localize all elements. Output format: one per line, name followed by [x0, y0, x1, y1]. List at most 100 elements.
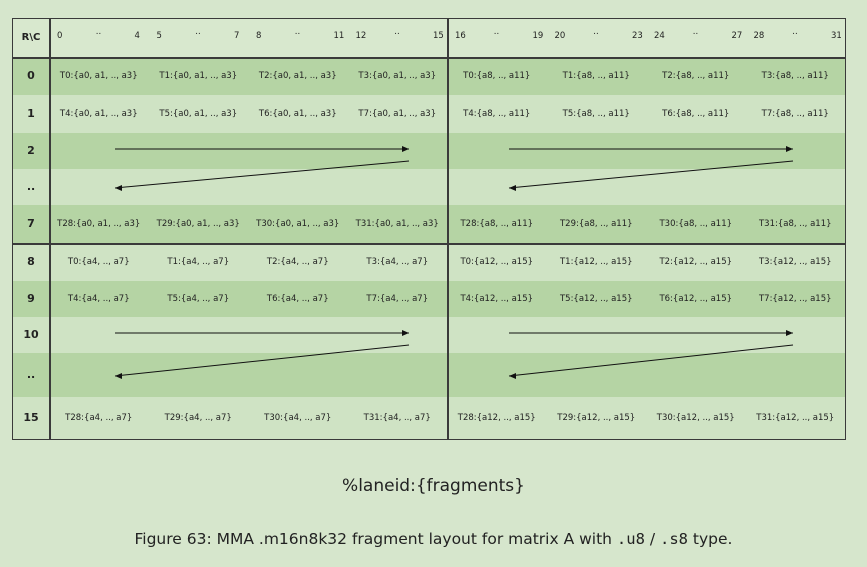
column-tick: 27: [731, 31, 743, 41]
arrow-line: [114, 160, 410, 189]
row-divider: [13, 57, 845, 59]
fragment-cell: T30:{a4, .., a7}: [264, 413, 332, 423]
fragment-cell: T4:{a8, .., a11}: [463, 109, 531, 119]
fragment-cell: T7:{a4, .., a7}: [366, 294, 429, 304]
column-tick: ..: [294, 27, 301, 37]
table-row: [13, 317, 845, 353]
fragment-cell: T2:{a12, .., a15}: [659, 257, 733, 267]
row-label: 15: [23, 411, 39, 424]
arrow-head: [509, 373, 516, 379]
row-label: 10: [23, 328, 39, 341]
fragment-cell: T7:{a12, .., a15}: [758, 294, 832, 304]
fragment-cell: T7:{a0, a1, .., a3}: [358, 109, 437, 119]
fragment-cell: T6:{a0, a1, .., a3}: [258, 109, 337, 119]
column-tick: 16: [455, 31, 466, 41]
arrow-head: [115, 185, 122, 191]
traversal-arrows: [114, 146, 794, 379]
row-label: 7: [27, 217, 35, 230]
fragment-cell: T28:{a0, a1, .., a3}: [57, 219, 141, 229]
caption-prefix: Figure 63: MMA .m16n8k32 fragment layout…: [134, 530, 617, 548]
fragment-cell: T1:{a0, a1, .., a3}: [159, 71, 238, 81]
fragment-cell: T29:{a12, .., a15}: [557, 413, 636, 423]
fragment-cell: T5:{a8, .., a11}: [562, 109, 630, 119]
arrow-head: [402, 330, 409, 336]
fragment-cell: T2:{a0, a1, .., a3}: [258, 71, 337, 81]
column-tick: ..: [692, 27, 699, 37]
fragment-cell: T4:{a0, a1, .., a3}: [59, 109, 138, 119]
fragment-cell: T6:{a8, .., a11}: [662, 109, 730, 119]
column-tick: 0: [57, 31, 63, 41]
table-row: [13, 353, 845, 397]
fragment-cell: T5:{a4, .., a7}: [167, 294, 230, 304]
column-tick: 20: [554, 31, 566, 41]
arrow-head: [786, 146, 793, 152]
arrow-line: [508, 160, 794, 189]
fragment-cell: T0:{a12, .., a15}: [460, 257, 534, 267]
column-tick: ..: [394, 27, 400, 37]
column-tick: ..: [593, 27, 599, 37]
table-row: [13, 169, 845, 205]
fragment-cell: T30:{a0, a1, .., a3}: [256, 219, 340, 229]
figure-caption: Figure 63: MMA .m16n8k32 fragment layout…: [0, 530, 867, 548]
fragment-cell: T31:{a0, a1, .., a3}: [355, 219, 439, 229]
column-tick: 24: [654, 31, 665, 41]
fragment-cell: T29:{a4, .., a7}: [164, 413, 232, 423]
table-row: [13, 243, 845, 281]
column-tick: ..: [95, 27, 102, 37]
row-label: ..: [26, 368, 36, 381]
fragment-cell: T29:{a0, a1, .., a3}: [156, 219, 240, 229]
table-row: [13, 95, 845, 133]
arrow-line: [508, 344, 794, 377]
fragment-cell: T2:{a8, .., a11}: [662, 71, 730, 81]
fragment-cell: T1:{a4, .., a7}: [167, 257, 230, 267]
column-tick: ..: [792, 27, 798, 37]
fragment-cell: T6:{a12, .., a15}: [659, 294, 733, 304]
column-divider: [447, 19, 449, 439]
arrow-head: [509, 185, 516, 191]
fragment-cell: T1:{a12, .., a15}: [559, 257, 633, 267]
legend-text: %laneid:{fragments}: [342, 476, 525, 496]
row-label: 9: [27, 292, 35, 305]
column-tick: 4: [134, 31, 140, 41]
arrow-head: [115, 373, 122, 379]
table-row: [13, 397, 845, 439]
corner-label: R\C: [21, 32, 41, 43]
fragment-cell: T3:{a8, .., a11}: [761, 71, 829, 81]
column-tick: 31: [831, 31, 842, 41]
header-band: [13, 19, 845, 57]
fragment-cell: T4:{a12, .., a15}: [460, 294, 534, 304]
column-tick: 28: [753, 31, 765, 41]
column-tick: 8: [256, 31, 262, 41]
column-divider: [49, 19, 51, 439]
column-tick: ..: [195, 27, 201, 37]
column-tick: 11: [333, 31, 345, 41]
fragment-cell: T0:{a0, a1, .., a3}: [59, 71, 138, 81]
caption-code-u8: .u8: [616, 530, 645, 548]
arrow-head: [786, 330, 793, 336]
row-label: 0: [27, 69, 35, 82]
row-label: 2: [27, 144, 35, 157]
table-row: [13, 281, 845, 317]
fragment-cell: T31:{a12, .., a15}: [756, 413, 835, 423]
fragment-cell: T0:{a8, .., a11}: [463, 71, 531, 81]
table-row: [13, 57, 845, 95]
fragment-cell: T30:{a8, .., a11}: [659, 219, 733, 229]
column-tick: ..: [493, 27, 500, 37]
fragment-cell: T28:{a12, .., a15}: [457, 413, 536, 423]
column-tick: 19: [532, 31, 544, 41]
fragment-cell: T3:{a12, .., a15}: [758, 257, 832, 267]
column-tick: 23: [632, 31, 643, 41]
column-tick: 7: [234, 31, 240, 41]
row-label: ..: [26, 180, 36, 193]
row-divider: [13, 243, 845, 245]
fragment-cell: T5:{a12, .., a15}: [559, 294, 633, 304]
table-row: [13, 205, 845, 243]
fragment-cell: T7:{a8, .., a11}: [761, 109, 829, 119]
fragment-cell: T3:{a0, a1, .., a3}: [358, 71, 437, 81]
fragment-cell: T3:{a4, .., a7}: [366, 257, 429, 267]
column-tick: 12: [355, 31, 367, 41]
fragment-cell: T2:{a4, .., a7}: [266, 257, 329, 267]
caption-code-s8: .s8: [660, 530, 688, 548]
arrow-head: [402, 146, 409, 152]
caption-separator: /: [644, 530, 660, 548]
